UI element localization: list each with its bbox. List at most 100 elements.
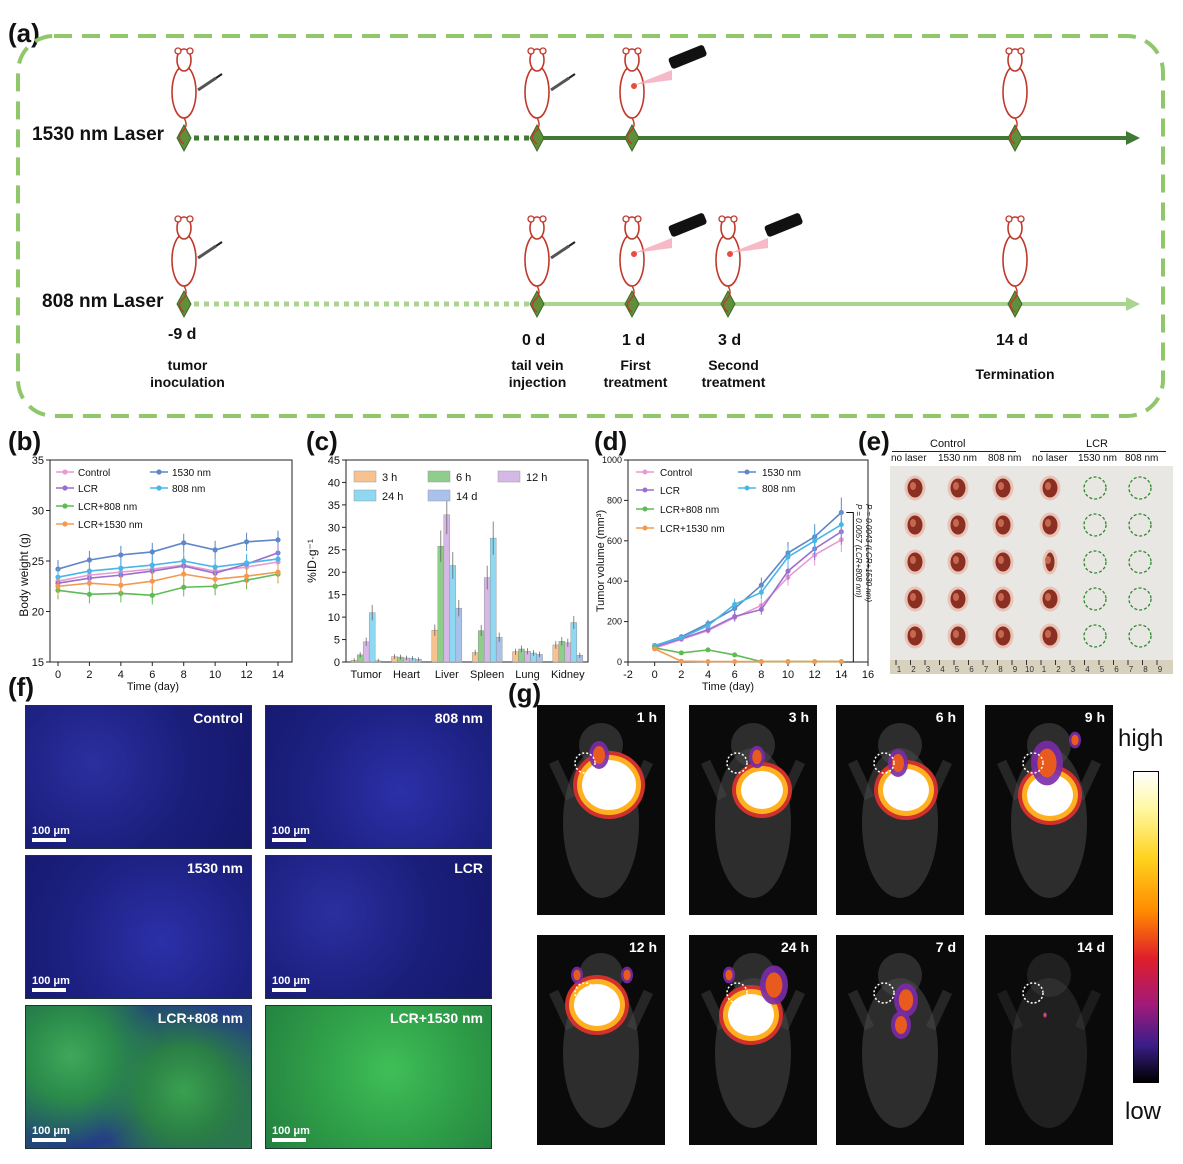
legend-label: 24 h (382, 491, 403, 503)
col-label: no laser (1032, 453, 1068, 464)
y-tick-label: 25 (32, 556, 44, 568)
micro-808nm: 808 nm 100 μm (265, 705, 492, 849)
y-tick-label: 10 (328, 612, 340, 624)
scale-bar: 100 μm (32, 1125, 70, 1142)
data-point (149, 549, 155, 555)
mouse-ear (634, 47, 642, 55)
legend-marker (744, 485, 750, 491)
legend-marker (62, 485, 68, 491)
tumor-region-circle (873, 752, 895, 774)
category-label: Lung (515, 669, 539, 681)
row1-label: 1530 nm Laser (32, 124, 165, 145)
empty-tumor-circle (1128, 550, 1152, 574)
mouse-body (619, 65, 645, 119)
legend-marker (156, 469, 162, 475)
ruler-number: 9 (1013, 665, 1018, 674)
colorbar-low-label: low (1125, 1098, 1162, 1125)
tumor-highlight (1045, 556, 1051, 564)
data-point (732, 601, 738, 607)
mouse-icon (619, 45, 707, 145)
series-line (654, 511, 842, 647)
event-text: injection (508, 374, 567, 390)
day-3: 3 d (718, 332, 742, 349)
tumor-highlight (1045, 593, 1051, 601)
series-line (57, 571, 279, 588)
x-tick-label: 8 (181, 669, 187, 681)
fluorescence-image: 9 h (985, 705, 1113, 915)
fluorescence-image: 12 h (537, 935, 665, 1145)
data-point (758, 582, 764, 588)
time-label: 12 h (628, 939, 657, 955)
data-point (705, 627, 711, 633)
row1-arrowhead (1126, 131, 1140, 145)
data-point (118, 582, 124, 588)
data-point (212, 547, 218, 553)
mouse-head (176, 216, 192, 240)
data-point (243, 573, 250, 579)
syringe-plunger (568, 73, 576, 79)
mouse-silhouette (701, 953, 805, 1128)
legend-label: 808 nm (762, 484, 795, 495)
event-text: First (620, 357, 651, 373)
event-termination: Termination (975, 366, 1055, 382)
laser-beam (634, 238, 672, 253)
tumor-highlight (910, 630, 916, 638)
data-point (86, 580, 93, 586)
tumor-highlight (910, 556, 916, 564)
event-text: treatment (603, 374, 668, 390)
series-line (654, 523, 842, 647)
timeline-border (16, 34, 1165, 418)
empty-tumor-circle (1083, 587, 1107, 611)
data-point (149, 562, 155, 568)
data-point (758, 659, 764, 665)
mouse-silhouette (997, 723, 1101, 898)
mouse-tail (178, 117, 187, 145)
mouse-silhouette (997, 953, 1101, 1128)
mouse-tail (626, 117, 635, 145)
category-label: Heart (393, 669, 420, 681)
mouse-ear (1005, 215, 1013, 223)
event-first-treatment: First treatment (588, 357, 683, 391)
y-tick-label: 25 (328, 545, 340, 557)
y-tick-label: 0 (617, 657, 622, 667)
mouse-icon (715, 213, 803, 313)
data-point (181, 558, 187, 564)
mouse-arm (779, 989, 805, 1031)
y-tick-label: 400 (607, 576, 622, 586)
mouse-arm (848, 989, 874, 1031)
legend-label: LCR+1530 nm (660, 524, 725, 535)
signal-spot-core (898, 989, 914, 1011)
mouse-ear (718, 215, 726, 223)
group-control: Control (930, 438, 966, 450)
day-minus9: -9 d (168, 326, 197, 343)
laser-pointer-icon (668, 45, 707, 69)
x-tick-label: 10 (782, 669, 794, 681)
mouse-head (624, 216, 640, 240)
micro-label: LCR+1530 nm (390, 1010, 483, 1026)
fluorescence-image: 7 d (836, 935, 964, 1145)
ruler-number: 3 (1071, 665, 1076, 674)
x-tick-label: 10 (209, 669, 221, 681)
ruler-number: 2 (1056, 665, 1061, 674)
syringe-icon (197, 76, 217, 92)
legend-swatch (353, 470, 377, 483)
series-line (654, 531, 842, 648)
time-label: 3 h (788, 709, 809, 725)
ruler-number: 10 (1025, 665, 1034, 674)
panel-label-b: (b) (8, 426, 42, 456)
mouse-head (624, 48, 640, 72)
legend-marker (62, 521, 68, 527)
x-tick-label: 12 (809, 669, 821, 681)
ruler-number: 4 (1085, 665, 1090, 674)
bar (483, 577, 491, 663)
legend-label: LCR (78, 484, 98, 495)
plot-frame (345, 459, 589, 663)
timeline-diamond (176, 123, 192, 153)
micro-1530nm: 1530 nm 100 μm (25, 855, 252, 999)
tumor-highlight (953, 593, 959, 601)
micro-label: LCR+808 nm (157, 1010, 243, 1026)
ruler-number: 3 (926, 665, 931, 674)
y-tick-label: 5 (334, 635, 340, 647)
x-tick-label: 14 (835, 669, 847, 681)
mouse-ear (527, 215, 535, 223)
